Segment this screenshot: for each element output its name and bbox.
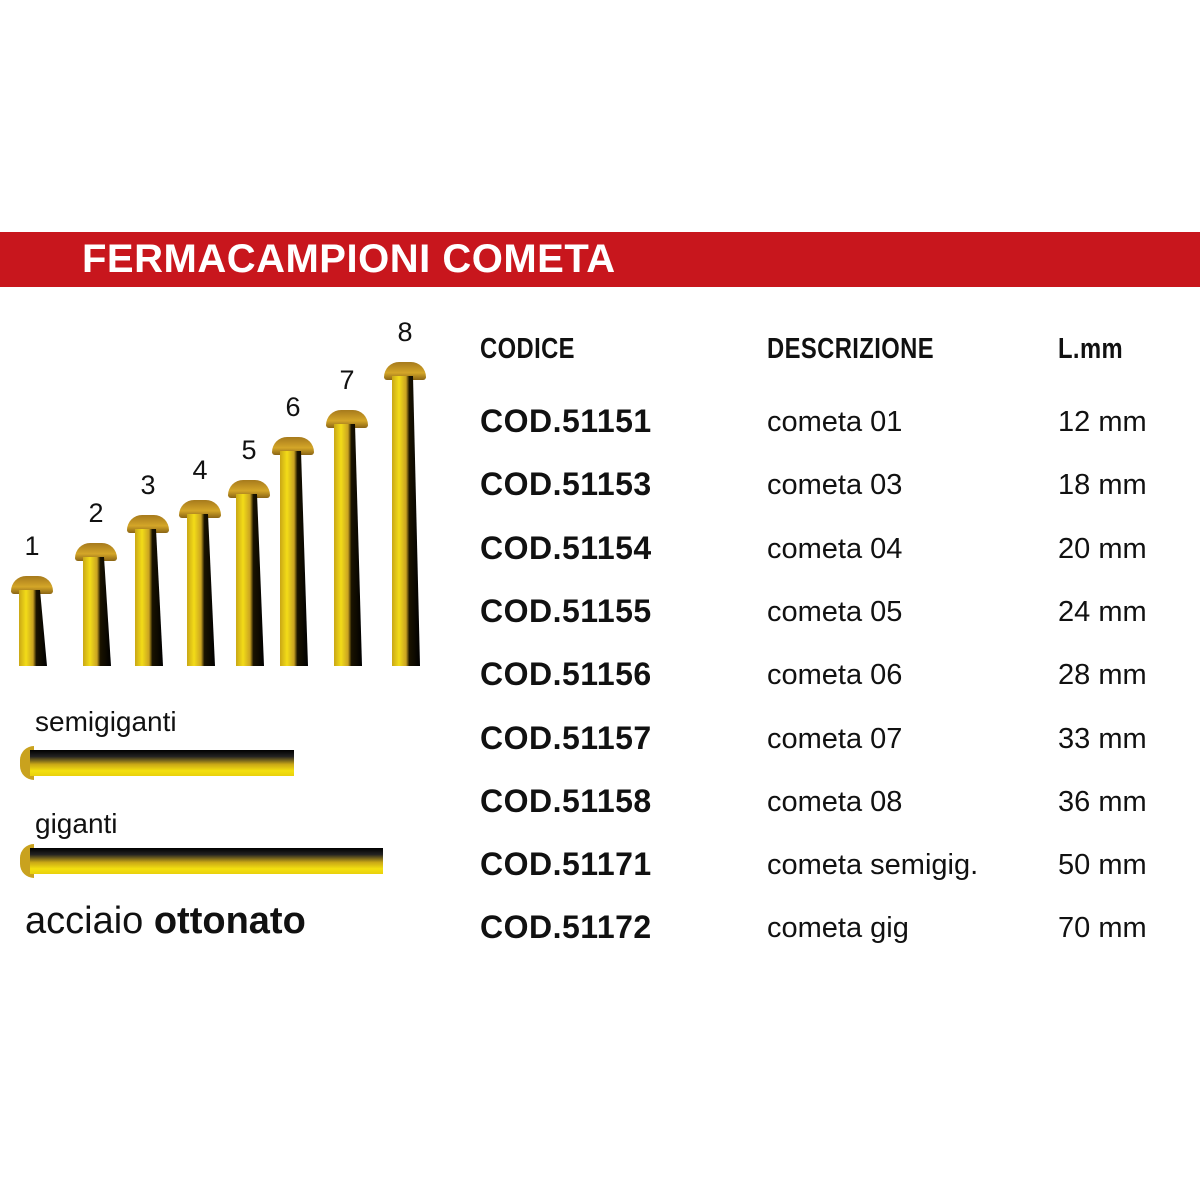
nail-number: 3 bbox=[140, 470, 156, 500]
product-description: cometa gig bbox=[767, 912, 909, 945]
semigiganti-nail-image bbox=[20, 746, 294, 780]
giganti-label: giganti bbox=[35, 808, 118, 839]
nail-number: 1 bbox=[24, 531, 40, 561]
product-description: cometa 05 bbox=[767, 595, 903, 628]
product-code: COD.51171 bbox=[480, 846, 652, 883]
table-row: COD.51156 cometa 06 28 mm bbox=[0, 656, 1200, 696]
product-code: COD.51153 bbox=[480, 466, 652, 503]
nail-4-image bbox=[179, 500, 221, 666]
product-description: cometa 04 bbox=[767, 532, 903, 565]
product-code: COD.51155 bbox=[480, 592, 652, 629]
nail-2-image bbox=[75, 543, 117, 666]
nail-6-image bbox=[272, 437, 314, 666]
product-code: COD.51157 bbox=[480, 719, 652, 756]
product-description: cometa 03 bbox=[767, 469, 903, 502]
nail-number: 5 bbox=[241, 435, 257, 465]
product-length: 20 mm bbox=[1058, 532, 1147, 565]
header-code: CODICE bbox=[480, 333, 575, 365]
product-length: 36 mm bbox=[1058, 785, 1147, 818]
banner-title: FERMACAMPIONI COMETA bbox=[82, 237, 616, 281]
header-description: DESCRIZIONE bbox=[767, 333, 935, 365]
product-length: 50 mm bbox=[1058, 849, 1147, 882]
nail-1-image bbox=[11, 576, 53, 666]
product-code: COD.51158 bbox=[480, 782, 652, 819]
table-row: COD.51172 cometa gig 70 mm bbox=[0, 909, 1200, 949]
nail-number: 7 bbox=[339, 365, 355, 395]
product-code: COD.51156 bbox=[480, 656, 652, 693]
product-code: COD.51151 bbox=[480, 403, 652, 439]
giganti-nail-image bbox=[20, 844, 383, 878]
product-description: cometa semigig. bbox=[767, 849, 979, 882]
nail-5-image bbox=[228, 480, 270, 666]
table-row: COD.51154 cometa 04 20 mm bbox=[0, 530, 1200, 570]
product-length: 28 mm bbox=[1058, 659, 1147, 692]
material-text: acciaio bbox=[25, 900, 154, 942]
nail-3-image bbox=[127, 515, 169, 666]
nail-8-image bbox=[384, 362, 426, 666]
nail-number: 6 bbox=[285, 392, 301, 422]
table-row: COD.51171 cometa semigig. 50 mm bbox=[0, 846, 1200, 886]
product-length: 24 mm bbox=[1058, 595, 1147, 628]
nail-number: 2 bbox=[88, 498, 104, 528]
header-length: L.mm bbox=[1058, 333, 1124, 365]
product-length: 12 mm bbox=[1058, 406, 1147, 438]
product-description: cometa 01 bbox=[767, 406, 903, 438]
product-code: COD.51154 bbox=[480, 529, 652, 566]
material-label: acciaio ottonato bbox=[25, 900, 306, 943]
table-row: COD.51153 cometa 03 18 mm bbox=[0, 466, 1200, 506]
table-row: COD.51155 cometa 05 24 mm bbox=[0, 593, 1200, 633]
product-length: 33 mm bbox=[1058, 722, 1147, 755]
table-row: COD.51157 cometa 07 33 mm bbox=[0, 720, 1200, 760]
product-length: 70 mm bbox=[1058, 912, 1147, 945]
table-row: COD.51151 cometa 01 12 mm bbox=[0, 403, 1200, 443]
product-description: cometa 07 bbox=[767, 722, 903, 755]
material-text-bold: ottonato bbox=[153, 900, 306, 942]
product-description: cometa 06 bbox=[767, 659, 903, 692]
product-length: 18 mm bbox=[1058, 469, 1147, 502]
product-description: cometa 08 bbox=[767, 785, 903, 818]
product-code: COD.51172 bbox=[480, 909, 652, 946]
nail-number: 8 bbox=[397, 317, 413, 347]
semigiganti-label: semigiganti bbox=[35, 706, 177, 737]
title-banner: FERMACAMPIONI COMETA bbox=[0, 232, 1200, 287]
nail-number: 4 bbox=[192, 455, 208, 485]
nail-7-image bbox=[326, 410, 368, 666]
table-row: COD.51158 cometa 08 36 mm bbox=[0, 783, 1200, 823]
